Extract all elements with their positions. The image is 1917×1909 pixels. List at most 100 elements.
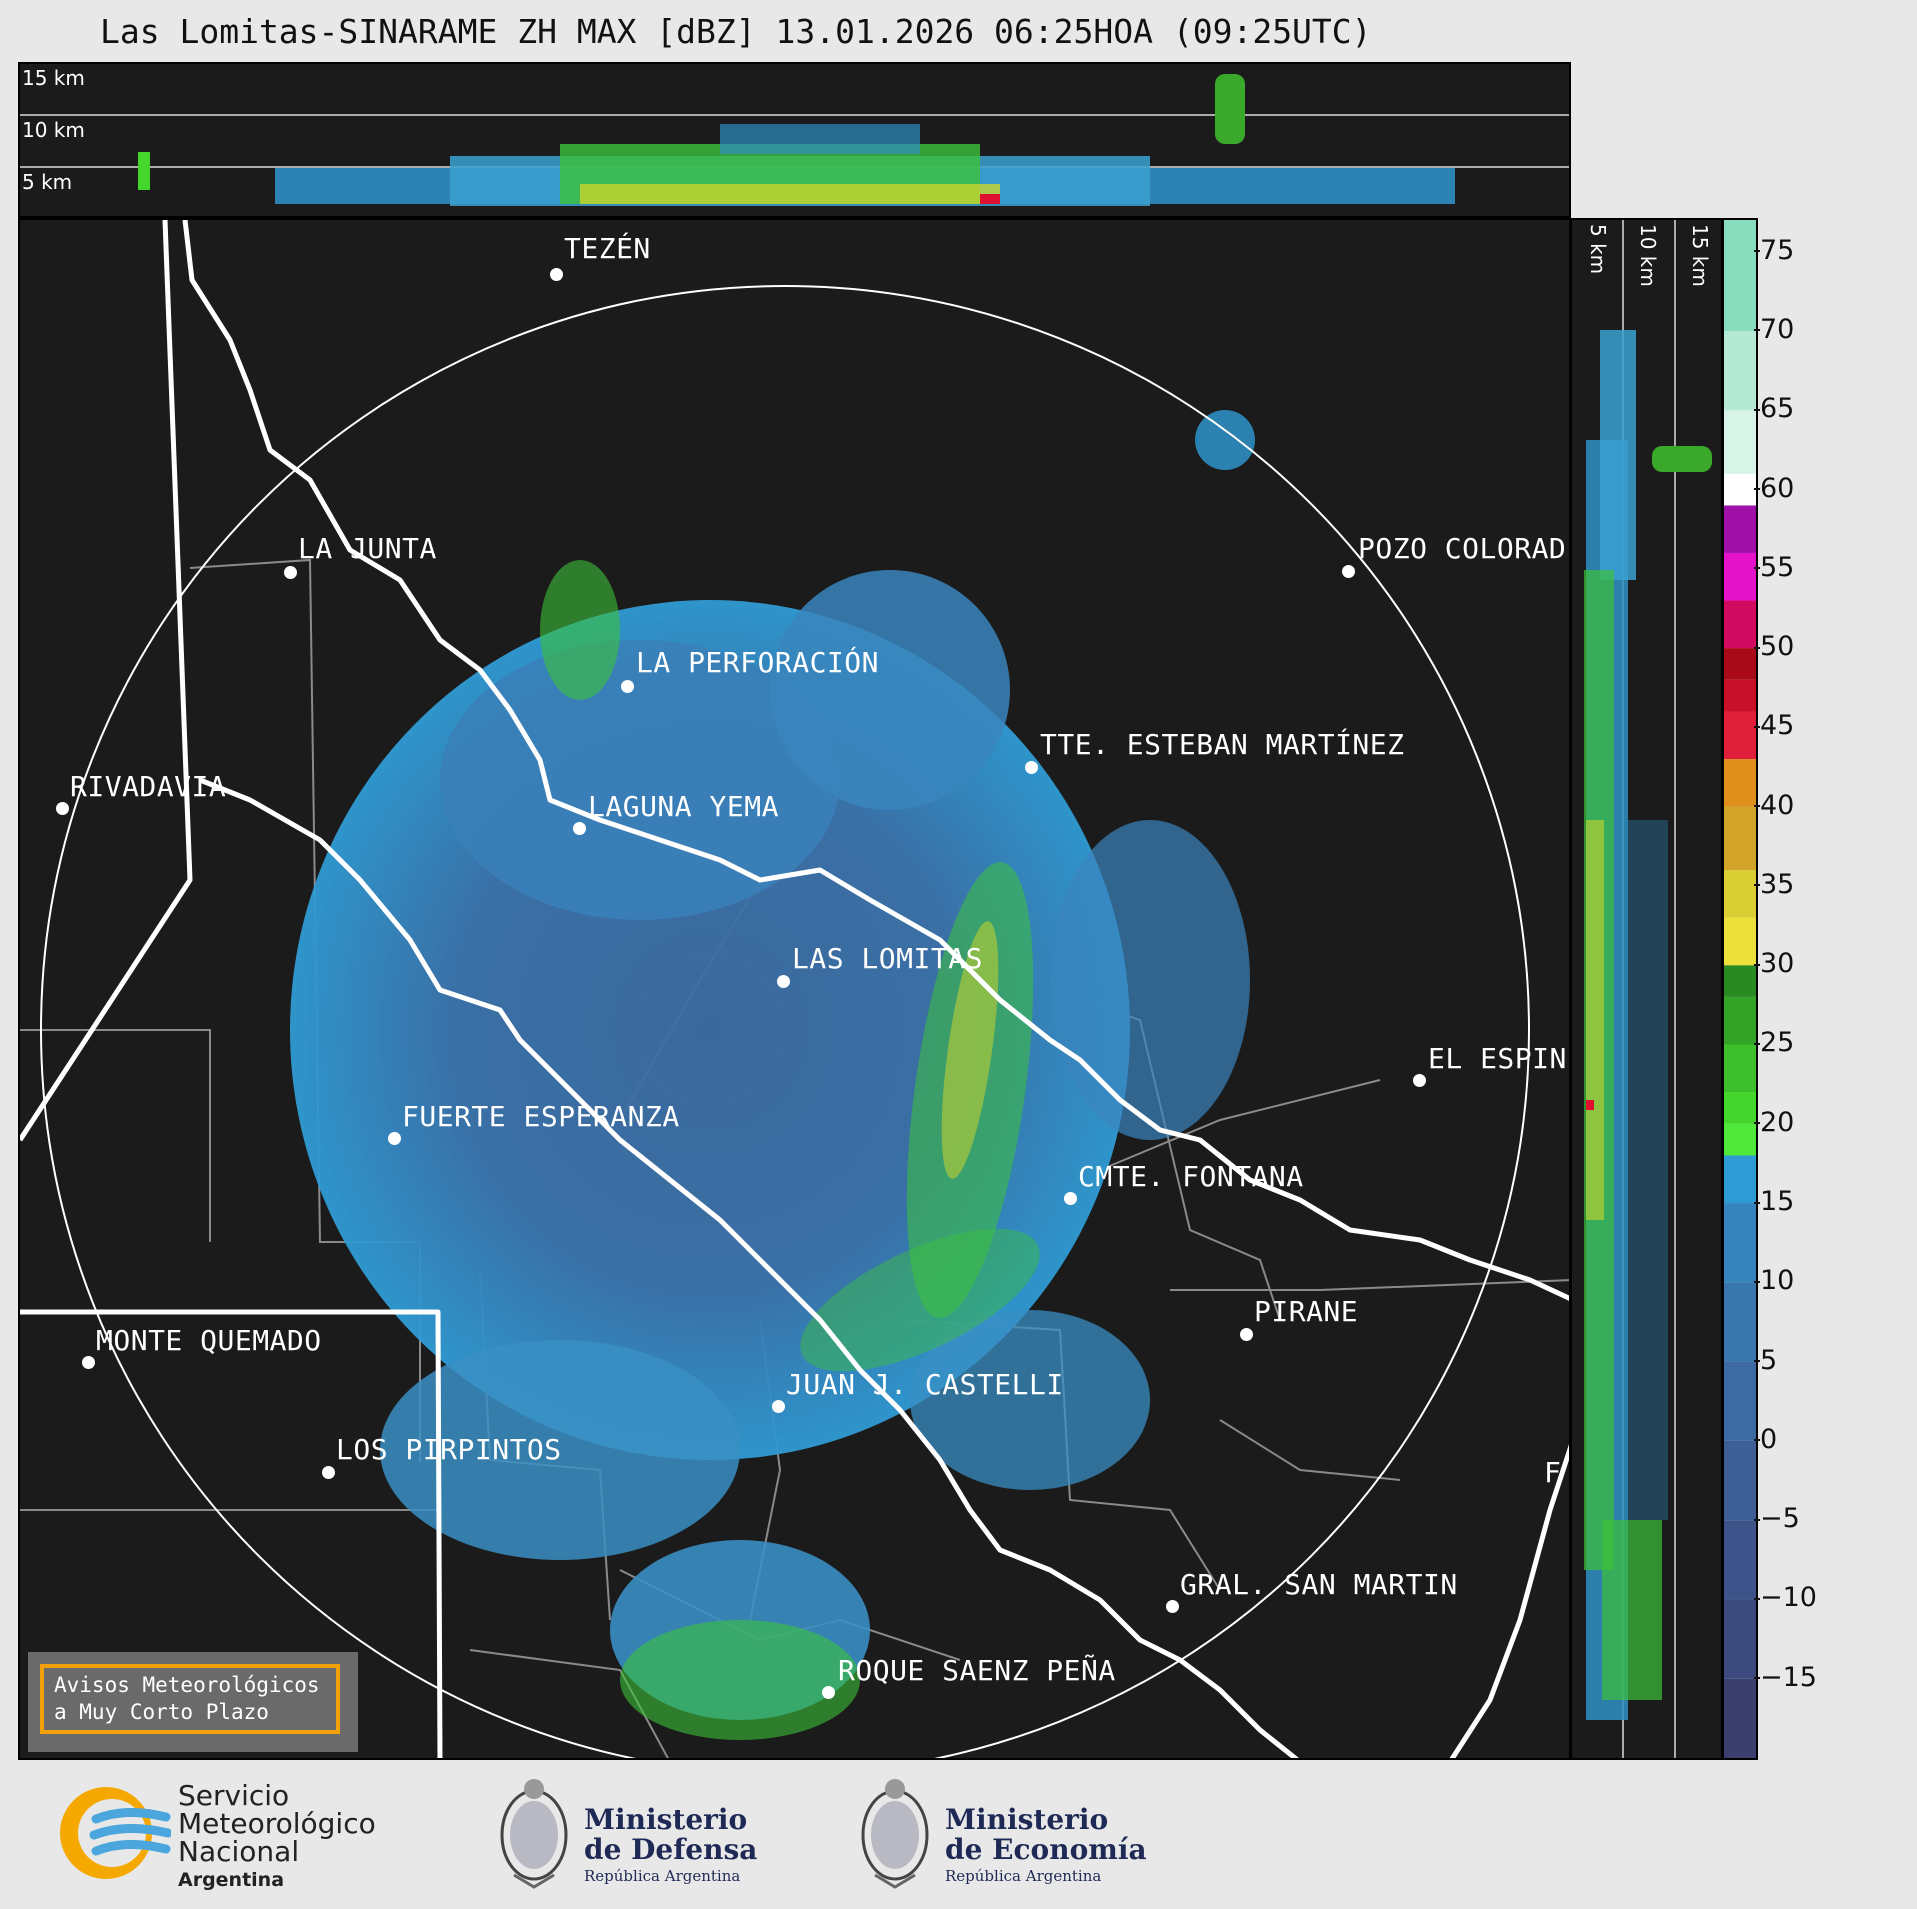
radar-map: TEZÉN LA JUNTA POZO COLORAD LA PERFORACI… bbox=[18, 218, 1571, 1760]
top-profile-echoes bbox=[138, 74, 1455, 206]
colorbar-band bbox=[1724, 1599, 1756, 1679]
colorbar-tick-label: 70 bbox=[1753, 313, 1795, 345]
colorbar-band bbox=[1724, 711, 1756, 760]
radar-echoes bbox=[290, 410, 1255, 1740]
city-dot-tte-esteban-martinez bbox=[1025, 761, 1038, 774]
colorbar-band bbox=[1724, 1203, 1756, 1283]
city-label-roque-saenz-pena: ROQUE SAENZ PEÑA bbox=[838, 1654, 1116, 1687]
city-dot-la-junta bbox=[284, 566, 297, 579]
colorbar-band bbox=[1724, 1282, 1756, 1362]
economia-line-3: República Argentina bbox=[945, 1867, 1102, 1885]
city-dot-tezen bbox=[550, 268, 563, 281]
colorbar-band bbox=[1724, 806, 1756, 871]
colorbar-tick-label: 15 bbox=[1753, 1186, 1795, 1218]
colorbar-band bbox=[1724, 1678, 1756, 1758]
height-label-5: 5 km bbox=[22, 170, 73, 194]
colorbar-tick-label: −15 bbox=[1754, 1661, 1817, 1693]
colorbar-band bbox=[1724, 1155, 1756, 1204]
height-profile-top: 15 km 10 km 5 km bbox=[18, 62, 1571, 218]
city-dot-roque-saenz-pena bbox=[822, 1686, 835, 1699]
province-boundaries bbox=[20, 220, 1569, 1758]
side-profile-echoes bbox=[1584, 330, 1712, 1720]
city-label-pozo-colorado: POZO COLORAD bbox=[1358, 532, 1567, 565]
colorbar-band bbox=[1724, 1044, 1756, 1093]
smn-logo-text: Servicio Meteorológico Nacional Argentin… bbox=[178, 1782, 376, 1894]
colorbar-tick-label: 20 bbox=[1753, 1106, 1795, 1138]
defensa-line-1: Ministerio bbox=[584, 1803, 748, 1836]
city-dot-cmte-fontana bbox=[1064, 1192, 1077, 1205]
smn-line-3: Nacional bbox=[178, 1835, 300, 1868]
colorbar-tick-label: −5 bbox=[1754, 1503, 1800, 1535]
city-dot-gral-san-martin bbox=[1166, 1600, 1179, 1613]
city-label-juan-j-castelli: JUAN J. CASTELLI bbox=[786, 1368, 1064, 1401]
colorbar-tick-label: 50 bbox=[1753, 631, 1795, 663]
city-label-los-pirpintos: LOS PIRPINTOS bbox=[336, 1433, 562, 1466]
height-label-15: 15 km bbox=[22, 66, 85, 90]
economia-line-2: de Economía bbox=[945, 1833, 1147, 1866]
colorbar-band bbox=[1724, 600, 1756, 649]
smn-line-4: Argentina bbox=[178, 1869, 285, 1891]
city-dot-pirane bbox=[1240, 1328, 1253, 1341]
colorbar-svg bbox=[1724, 220, 1756, 1758]
dbz-colorbar bbox=[1722, 218, 1758, 1760]
radar-map-svg bbox=[20, 220, 1569, 1758]
height-profile-side: 5 km 10 km 15 km bbox=[1570, 218, 1723, 1760]
city-label-tezen: TEZÉN bbox=[564, 232, 651, 265]
colorbar-band bbox=[1724, 1361, 1756, 1441]
warning-box: Avisos Meteorológicos a Muy Corto Plazo bbox=[28, 1652, 358, 1752]
colorbar-tick-label: 75 bbox=[1753, 234, 1795, 266]
colorbar-band bbox=[1724, 473, 1756, 506]
colorbar-tick-label: 30 bbox=[1753, 948, 1795, 980]
colorbar-tick-label: 60 bbox=[1753, 472, 1795, 504]
city-label-la-junta: LA JUNTA bbox=[298, 532, 437, 565]
city-dot-pozo-colorado bbox=[1342, 565, 1355, 578]
colorbar-band bbox=[1724, 1123, 1756, 1156]
warning-line-2: a Muy Corto Plazo bbox=[54, 1700, 269, 1724]
city-label-rivadavia: RIVADAVIA bbox=[70, 770, 227, 803]
economia-logo-text: Ministerio de Economía República Argenti… bbox=[945, 1805, 1147, 1886]
colorbar-band bbox=[1724, 965, 1756, 997]
colorbar-band bbox=[1724, 870, 1756, 918]
city-label-la-perforacion: LA PERFORACIÓN bbox=[636, 646, 880, 679]
defensa-line-2: de Defensa bbox=[584, 1833, 758, 1866]
colorbar-tick-label: 25 bbox=[1753, 1027, 1795, 1059]
colorbar-band bbox=[1724, 648, 1756, 680]
city-label-cmte-fontana: CMTE. FONTANA bbox=[1078, 1160, 1304, 1193]
defensa-logo-text: Ministerio de Defensa República Argentin… bbox=[584, 1803, 758, 1886]
city-dot-fuerte-esperanza bbox=[388, 1132, 401, 1145]
city-dot-rivadavia bbox=[56, 802, 69, 815]
colorbar-band bbox=[1724, 552, 1756, 601]
top-profile-svg bbox=[20, 74, 1569, 206]
city-label-laguna-yema: LAGUNA YEMA bbox=[588, 790, 779, 823]
city-dot-los-pirpintos bbox=[322, 1466, 335, 1479]
city-label-las-lomitas: LAS LOMITAS bbox=[792, 942, 983, 975]
colorbar-tick-label: 65 bbox=[1753, 393, 1795, 425]
colorbar-band bbox=[1724, 759, 1756, 807]
colorbar-tick-label: 5 bbox=[1753, 1344, 1778, 1376]
city-label-monte-quemado: MONTE QUEMADO bbox=[96, 1324, 322, 1357]
city-dot-la-perforacion bbox=[621, 680, 634, 693]
smn-logo-icon bbox=[60, 1787, 171, 1879]
city-dot-el-espinillo bbox=[1413, 1074, 1426, 1087]
city-dot-las-lomitas bbox=[777, 975, 790, 988]
colorbar-band bbox=[1724, 410, 1756, 474]
colorbar-band bbox=[1724, 505, 1756, 553]
city-label-el-espinillo: EL ESPIN bbox=[1428, 1042, 1567, 1075]
city-label-gral-san-martin: GRAL. SAN MARTIN bbox=[1180, 1568, 1458, 1601]
smn-line-1: Servicio bbox=[178, 1779, 290, 1812]
side-height-label-15: 15 km bbox=[1688, 224, 1712, 287]
colorbar-band bbox=[1724, 1520, 1756, 1600]
colorbar-band bbox=[1724, 330, 1756, 411]
economia-seal-icon bbox=[861, 1779, 929, 1889]
city-dot-monte-quemado bbox=[82, 1356, 95, 1369]
height-label-10: 10 km bbox=[22, 118, 85, 142]
city-dot-laguna-yema bbox=[573, 822, 586, 835]
colorbar-band bbox=[1724, 1440, 1756, 1521]
colorbar-band bbox=[1724, 996, 1756, 1045]
warning-box-inner: Avisos Meteorológicos a Muy Corto Plazo bbox=[40, 1664, 340, 1734]
colorbar-tick-label: −10 bbox=[1754, 1582, 1817, 1614]
colorbar-tick-label: 10 bbox=[1753, 1265, 1795, 1297]
colorbar-band bbox=[1724, 220, 1756, 331]
colorbar-tick-label: 40 bbox=[1753, 789, 1795, 821]
side-height-label-10: 10 km bbox=[1636, 224, 1660, 287]
